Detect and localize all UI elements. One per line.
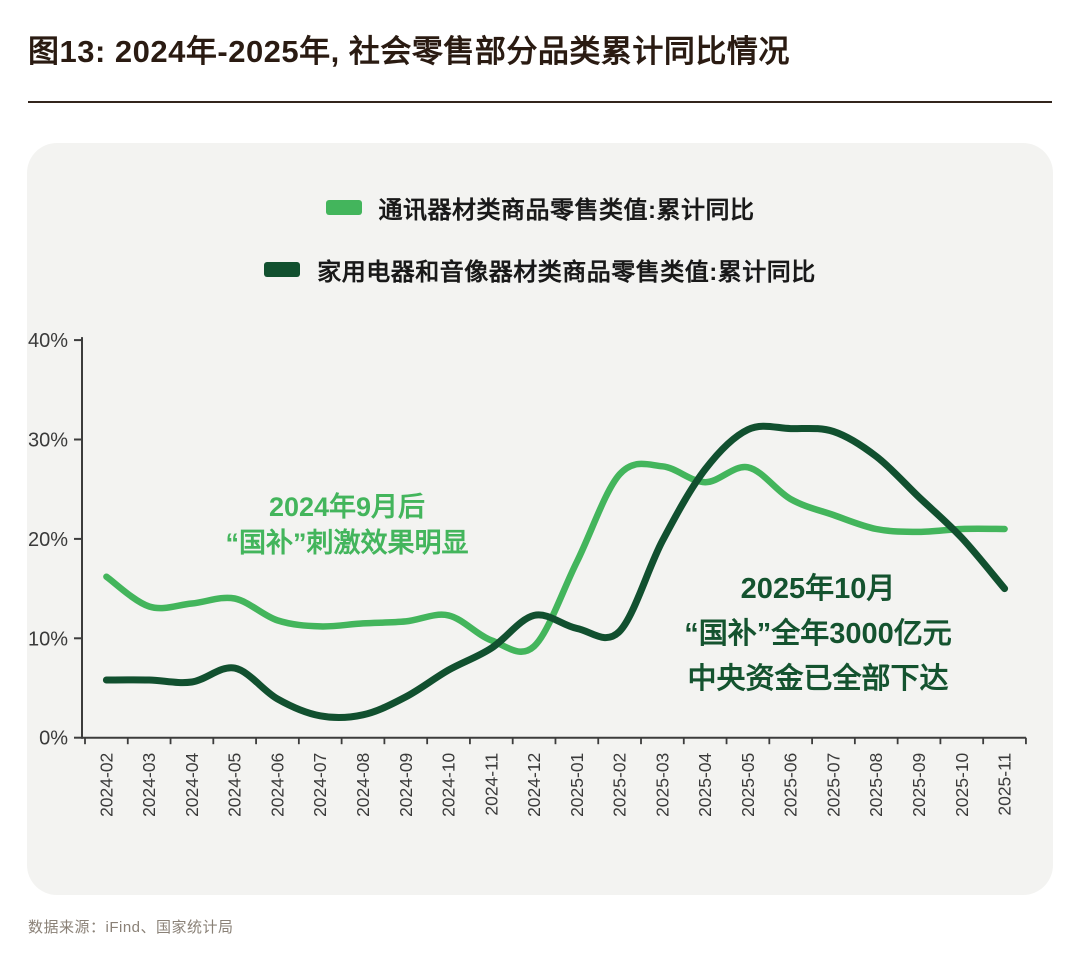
y-axis-label: 10% [28,628,68,650]
x-axis-label: 2024-07 [310,753,330,817]
x-axis-label: 2025-04 [695,752,715,816]
annotation-line: “国补”全年3000亿元 [684,618,952,650]
annotation-line: 2025年10月 [740,573,896,605]
annotation-guobu-2024: 2024年9月后 “国补”刺激效果明显 [226,489,469,561]
chart-legend: 通讯器材类商品零售类值:累计同比家用电器和音像器材类商品零售类值:累计同比 [27,187,1053,311]
x-axis-label: 2025-06 [781,753,801,817]
y-axis-label: 40% [28,330,68,352]
x-axis-label: 2024-09 [396,753,416,817]
x-axis-label: 2025-09 [909,753,929,817]
annotation-guobu-2025: 2025年10月 “国补”全年3000亿元 中央资金已全部下达 [684,567,952,702]
x-axis-label: 2025-08 [866,753,886,817]
line-chart: 0% 10% 20% 30% 40% 2024-02 2024-03 2024-04 2024-… [28,330,1027,817]
x-axis-label: 2025-05 [738,753,758,817]
x-axis-label: 2025-01 [567,753,587,817]
x-axis-label: 2024-03 [139,753,159,817]
data-source-note: 数据来源：iFind、国家统计局 [28,919,234,936]
annotation-line: “国补”刺激效果明显 [225,528,469,558]
x-axis-label: 2024-11 [481,753,501,816]
legend-swatch-home-appliance [264,261,301,277]
legend-item-comm-equipment: 通讯器材类商品零售类值:累计同比 [27,187,1053,227]
legend-label-comm-equipment: 通讯器材类商品零售类值:累计同比 [378,196,755,224]
page-title: 图13: 2024年-2025年, 社会零售部分品类累计同比情况 [28,34,790,69]
y-axis-label: 30% [28,430,68,452]
x-axis-label: 2024-10 [439,752,459,816]
chart-card: 通讯器材类商品零售类值:累计同比家用电器和音像器材类商品零售类值:累计同比 0%… [27,143,1053,895]
annotation-line: 2024年9月后 [268,492,426,522]
y-axis-label: 20% [28,529,68,551]
legend-item-home-appliance: 家用电器和音像器材类商品零售类值:累计同比 [27,249,1053,289]
title-divider [28,101,1052,103]
x-axis-label: 2025-11 [995,753,1015,816]
series-line-comm-equipment [103,460,1008,655]
x-axis-label: 2024-04 [182,752,202,816]
legend-label-home-appliance: 家用电器和音像器材类商品零售类值:累计同比 [317,258,816,286]
y-axis-label: 0% [39,728,68,750]
annotation-line: 中央资金已全部下达 [687,663,949,695]
x-axis-label: 2024-05 [225,753,245,817]
series-line-home-appliance [102,422,1009,722]
legend-swatch-comm-equipment [325,199,362,215]
x-axis-label: 2024-12 [524,753,544,817]
x-axis-label: 2024-02 [96,753,116,817]
x-axis-label: 2024-08 [353,753,373,817]
x-axis-label: 2025-10 [952,752,972,816]
x-axis-label: 2025-03 [652,753,672,817]
x-axis-label: 2024-06 [267,753,287,817]
x-axis-label: 2025-07 [823,753,843,817]
x-axis-label: 2025-02 [610,753,630,817]
